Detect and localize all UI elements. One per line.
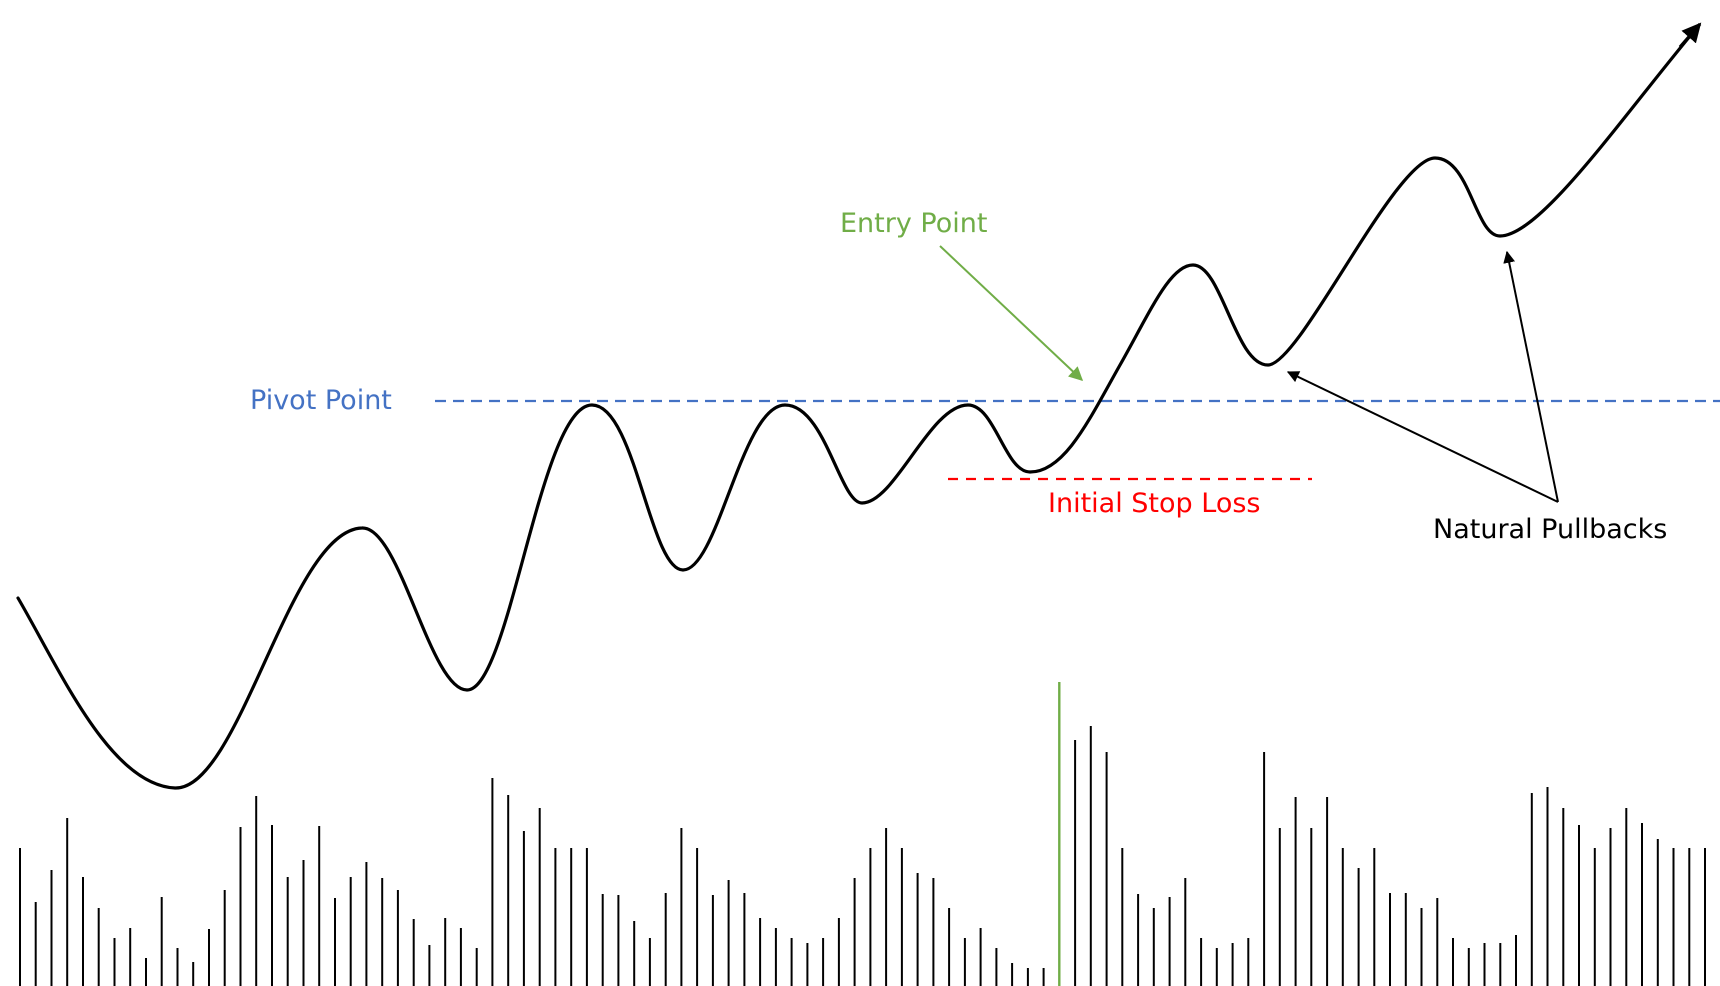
pullback-arrow-1	[1286, 371, 1559, 503]
price-path	[16, 28, 1697, 790]
trend-arrowhead	[1678, 22, 1702, 49]
pivot-label: Pivot Point	[250, 385, 392, 416]
stop-loss-label: Initial Stop Loss	[1048, 488, 1260, 519]
pullback-arrow-2	[1503, 250, 1559, 503]
entry-label: Entry Point	[840, 208, 987, 239]
entry-arrow	[939, 245, 1084, 381]
volume-bars	[19, 682, 1706, 986]
pullbacks-label: Natural Pullbacks	[1433, 514, 1667, 545]
